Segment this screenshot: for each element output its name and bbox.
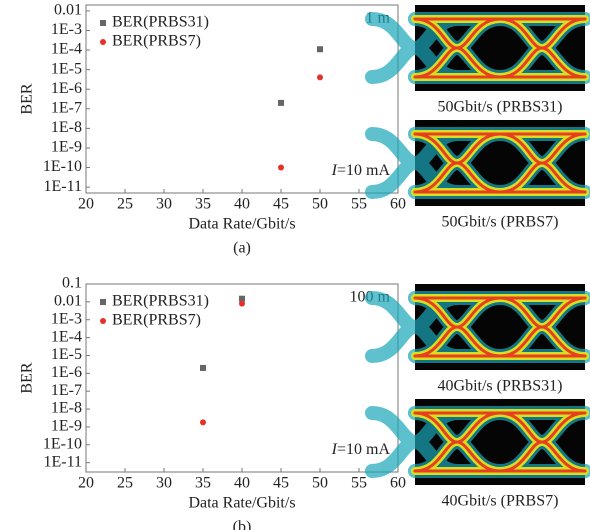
x-tick-label: 20 — [78, 196, 94, 213]
y-tick-label: 1E-8 — [51, 119, 82, 136]
x-tick-label: 30 — [156, 475, 172, 492]
x-tick-label: 55 — [351, 475, 367, 492]
data-point — [317, 46, 323, 52]
y-tick-label: 0.01 — [54, 293, 82, 310]
data-point — [200, 419, 206, 425]
figure: 0.011E-31E-41E-51E-61E-71E-81E-91E-101E-… — [0, 0, 590, 530]
legend-label: BER(PRBS7) — [112, 312, 201, 329]
x-tick-label: 60 — [390, 475, 406, 492]
eye-caption: 50Gbit/s (PRBS7) — [442, 214, 559, 231]
panel-label: (b) — [233, 519, 252, 530]
eye-caption: 40Gbit/s (PRBS31) — [438, 378, 563, 395]
y-tick-label: 1E-4 — [51, 328, 82, 345]
x-tick-label: 30 — [156, 196, 172, 213]
legend-marker — [100, 299, 106, 305]
data-point — [278, 100, 284, 106]
y-axis-label: BER — [19, 83, 36, 114]
legend-marker — [100, 39, 106, 45]
annotation: I=10 mA — [331, 441, 391, 458]
data-point — [317, 74, 323, 80]
y-tick-label: 1E-4 — [51, 41, 82, 58]
x-axis-label: Data Rate/Gbit/s — [188, 495, 295, 512]
y-tick-label: 1E-5 — [51, 60, 82, 77]
panel-label: (a) — [233, 240, 251, 257]
annotation: I=10 mA — [331, 162, 391, 179]
y-tick-label: 1E-9 — [51, 418, 82, 435]
y-tick-label: 1E-9 — [51, 139, 82, 156]
y-tick-label: 0.1 — [62, 275, 82, 292]
data-point — [200, 365, 206, 371]
x-tick-label: 35 — [195, 475, 211, 492]
legend-marker — [100, 318, 106, 324]
x-tick-label: 25 — [117, 475, 133, 492]
y-tick-label: 1E-5 — [51, 346, 82, 363]
legend-label: BER(PRBS7) — [112, 33, 201, 50]
legend-label: BER(PRBS31) — [112, 14, 209, 31]
y-tick-label: 1E-8 — [51, 400, 82, 417]
y-tick-label: 1E-7 — [51, 99, 82, 116]
eye-caption: 50Gbit/s (PRBS31) — [438, 99, 563, 116]
y-tick-label: 1E-3 — [51, 21, 82, 38]
eye-caption: 40Gbit/s (PRBS7) — [442, 493, 559, 510]
y-axis-label: BER — [19, 362, 36, 393]
data-point — [239, 301, 245, 307]
legend-label: BER(PRBS31) — [112, 293, 209, 310]
y-tick-label: 1E-11 — [43, 453, 82, 470]
y-tick-label: 1E-11 — [43, 178, 82, 195]
eye-diagram — [372, 399, 585, 485]
y-tick-label: 1E-6 — [51, 364, 82, 381]
x-tick-label: 60 — [390, 196, 406, 213]
y-tick-label: 0.01 — [54, 2, 82, 19]
eye-diagram — [372, 120, 585, 206]
y-tick-label: 1E-3 — [51, 310, 82, 327]
x-tick-label: 45 — [273, 475, 289, 492]
data-point — [278, 165, 284, 171]
x-tick-label: 40 — [234, 475, 250, 492]
x-tick-label: 55 — [351, 196, 367, 213]
x-tick-label: 25 — [117, 196, 133, 213]
x-tick-label: 50 — [312, 475, 328, 492]
eye-diagram — [372, 284, 585, 370]
y-tick-label: 1E-10 — [43, 435, 82, 452]
y-tick-label: 1E-6 — [51, 80, 82, 97]
x-tick-label: 45 — [273, 196, 289, 213]
y-tick-label: 1E-10 — [43, 158, 82, 175]
eye-diagram — [372, 5, 585, 91]
x-tick-label: 50 — [312, 196, 328, 213]
x-tick-label: 35 — [195, 196, 211, 213]
y-tick-label: 1E-7 — [51, 382, 82, 399]
x-axis-label: Data Rate/Gbit/s — [188, 216, 295, 233]
x-tick-label: 40 — [234, 196, 250, 213]
legend-marker — [100, 20, 106, 26]
x-tick-label: 20 — [78, 475, 94, 492]
